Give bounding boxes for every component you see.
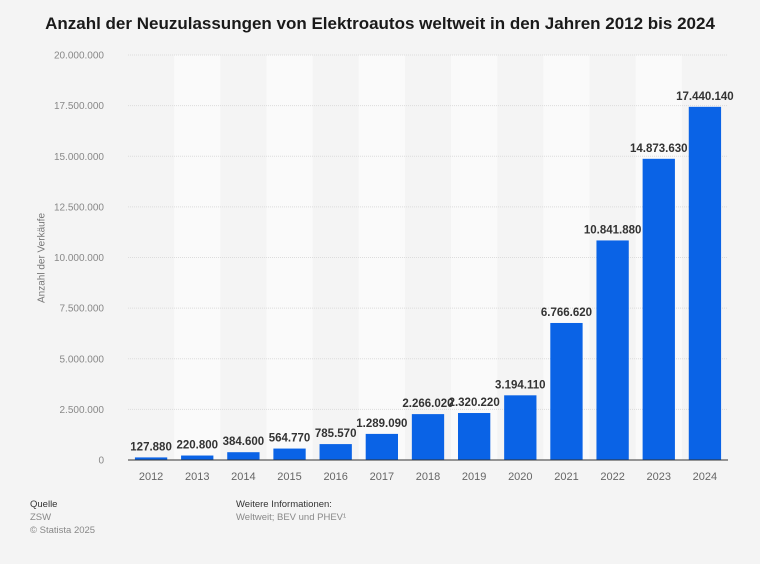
y-tick-label: 10.000.000 bbox=[54, 253, 104, 264]
value-labels: 127.880 220.800 384.600 564.770 785.5701.289… bbox=[130, 91, 733, 454]
info-heading: Weitere Informationen: bbox=[236, 499, 332, 510]
y-tick-label: 2.500.000 bbox=[60, 405, 105, 416]
bar bbox=[134, 457, 168, 460]
value-label: 6.766.620 bbox=[541, 307, 592, 319]
y-tick-label: 7.500.000 bbox=[60, 304, 105, 315]
x-tick-label: 2019 bbox=[462, 471, 486, 483]
y-tick-label: 17.500.000 bbox=[54, 101, 104, 112]
bar bbox=[596, 240, 629, 460]
bar bbox=[504, 395, 537, 460]
info-block: Weitere Informationen: Weltweit; BEV und… bbox=[236, 498, 346, 524]
x-tick-labels: 2012 2013 2014 2015 2016 2017 2018 2019 2020 2021… bbox=[139, 471, 717, 483]
value-label: 2.320.220 bbox=[449, 397, 500, 409]
value-label: 10.841.880 bbox=[584, 224, 642, 236]
bar bbox=[688, 106, 722, 461]
bar bbox=[642, 158, 675, 460]
x-tick-label: 2015 bbox=[277, 471, 301, 483]
value-label: 14.873.630 bbox=[630, 143, 688, 155]
value-label: 1.289.090 bbox=[356, 418, 407, 430]
info-text[interactable]: Weltweit; BEV und PHEV¹ bbox=[236, 512, 347, 523]
value-label: 785.570 bbox=[315, 428, 357, 440]
x-tick-label: 2017 bbox=[370, 471, 394, 483]
value-label: 127.880 bbox=[130, 441, 172, 453]
bar bbox=[550, 322, 583, 460]
x-tick-label: 2024 bbox=[693, 471, 717, 483]
bar bbox=[227, 452, 260, 460]
chart-title: Anzahl der Neuzulassungen von Elektroaut… bbox=[45, 14, 715, 33]
value-label: 384.600 bbox=[223, 436, 265, 448]
value-label: 17.440.140 bbox=[676, 91, 734, 103]
x-tick-label: 2013 bbox=[185, 471, 209, 483]
value-label: 220.800 bbox=[176, 440, 218, 452]
source-heading: Quelle bbox=[30, 499, 58, 510]
x-tick-label: 2014 bbox=[231, 471, 255, 483]
value-label: 3.194.110 bbox=[495, 379, 546, 391]
bar bbox=[458, 413, 491, 460]
y-tick-labels: 0 2.500.000 5.000.000 7.500.000 10.000.000 12… bbox=[54, 51, 105, 467]
x-tick-label: 2016 bbox=[323, 471, 347, 483]
bar bbox=[411, 414, 445, 460]
bar bbox=[365, 433, 398, 460]
bar bbox=[319, 444, 352, 460]
x-tick-label: 2021 bbox=[554, 471, 578, 483]
bar bbox=[181, 455, 214, 460]
bar bbox=[273, 448, 306, 460]
y-tick-label: 12.500.000 bbox=[54, 202, 104, 213]
y-tick-label: 5.000.000 bbox=[60, 354, 105, 365]
source-name[interactable]: ZSW bbox=[30, 512, 52, 523]
value-label: 564.770 bbox=[269, 433, 311, 445]
x-tick-label: 2012 bbox=[139, 471, 163, 483]
copyright: © Statista 2025 bbox=[30, 525, 96, 536]
x-tick-label: 2023 bbox=[647, 471, 671, 483]
x-tick-label: 2020 bbox=[508, 471, 532, 483]
bars bbox=[134, 106, 722, 461]
y-tick-label: 15.000.000 bbox=[54, 152, 104, 163]
y-tick-label: 20.000.000 bbox=[54, 51, 104, 62]
y-tick-label: 0 bbox=[98, 456, 104, 467]
column-band bbox=[266, 55, 313, 460]
x-tick-label: 2022 bbox=[600, 471, 624, 483]
x-tick-label: 2018 bbox=[416, 471, 440, 483]
value-label: 2.266.020 bbox=[402, 398, 453, 410]
column-band bbox=[174, 55, 221, 460]
source-block: Quelle ZSW © Statista 2025 bbox=[30, 498, 95, 537]
